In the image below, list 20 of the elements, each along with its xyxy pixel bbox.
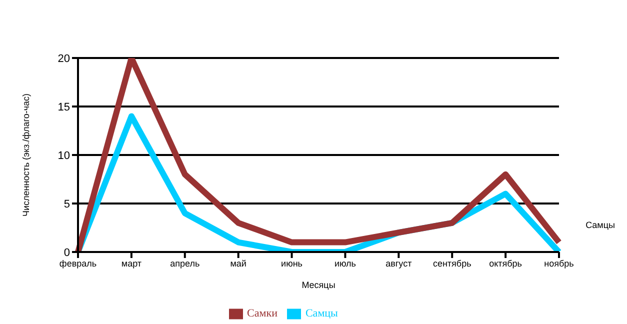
- x-tick-label: сентябрь: [432, 258, 472, 268]
- text: Самцы: [586, 220, 615, 230]
- x-tick-label: август: [386, 258, 412, 268]
- x-tick-label: март: [121, 258, 142, 268]
- x-tick-label: октябрь: [489, 258, 522, 268]
- y-tick-label: 10: [58, 150, 70, 162]
- y-tick-label: 0: [64, 246, 70, 259]
- x-tick-label: июль: [334, 258, 356, 268]
- x-tick-label: февраль: [59, 258, 97, 268]
- x-tick-label: апрель: [170, 258, 200, 268]
- x-axis-title: Месяцы: [302, 280, 336, 290]
- legend-label: Самцы: [305, 308, 338, 320]
- x-tick-label: май: [230, 258, 246, 268]
- legend-label: Самки: [247, 308, 278, 320]
- x-tick-label: июнь: [281, 258, 303, 268]
- y-tick-label: 5: [64, 198, 70, 210]
- x-tick-label: ноябрь: [544, 258, 574, 268]
- y-axis-title: Численность (экз./флаго-час): [21, 93, 32, 217]
- y-tick-label: 15: [58, 101, 70, 114]
- y-tick-label: 20: [58, 52, 70, 65]
